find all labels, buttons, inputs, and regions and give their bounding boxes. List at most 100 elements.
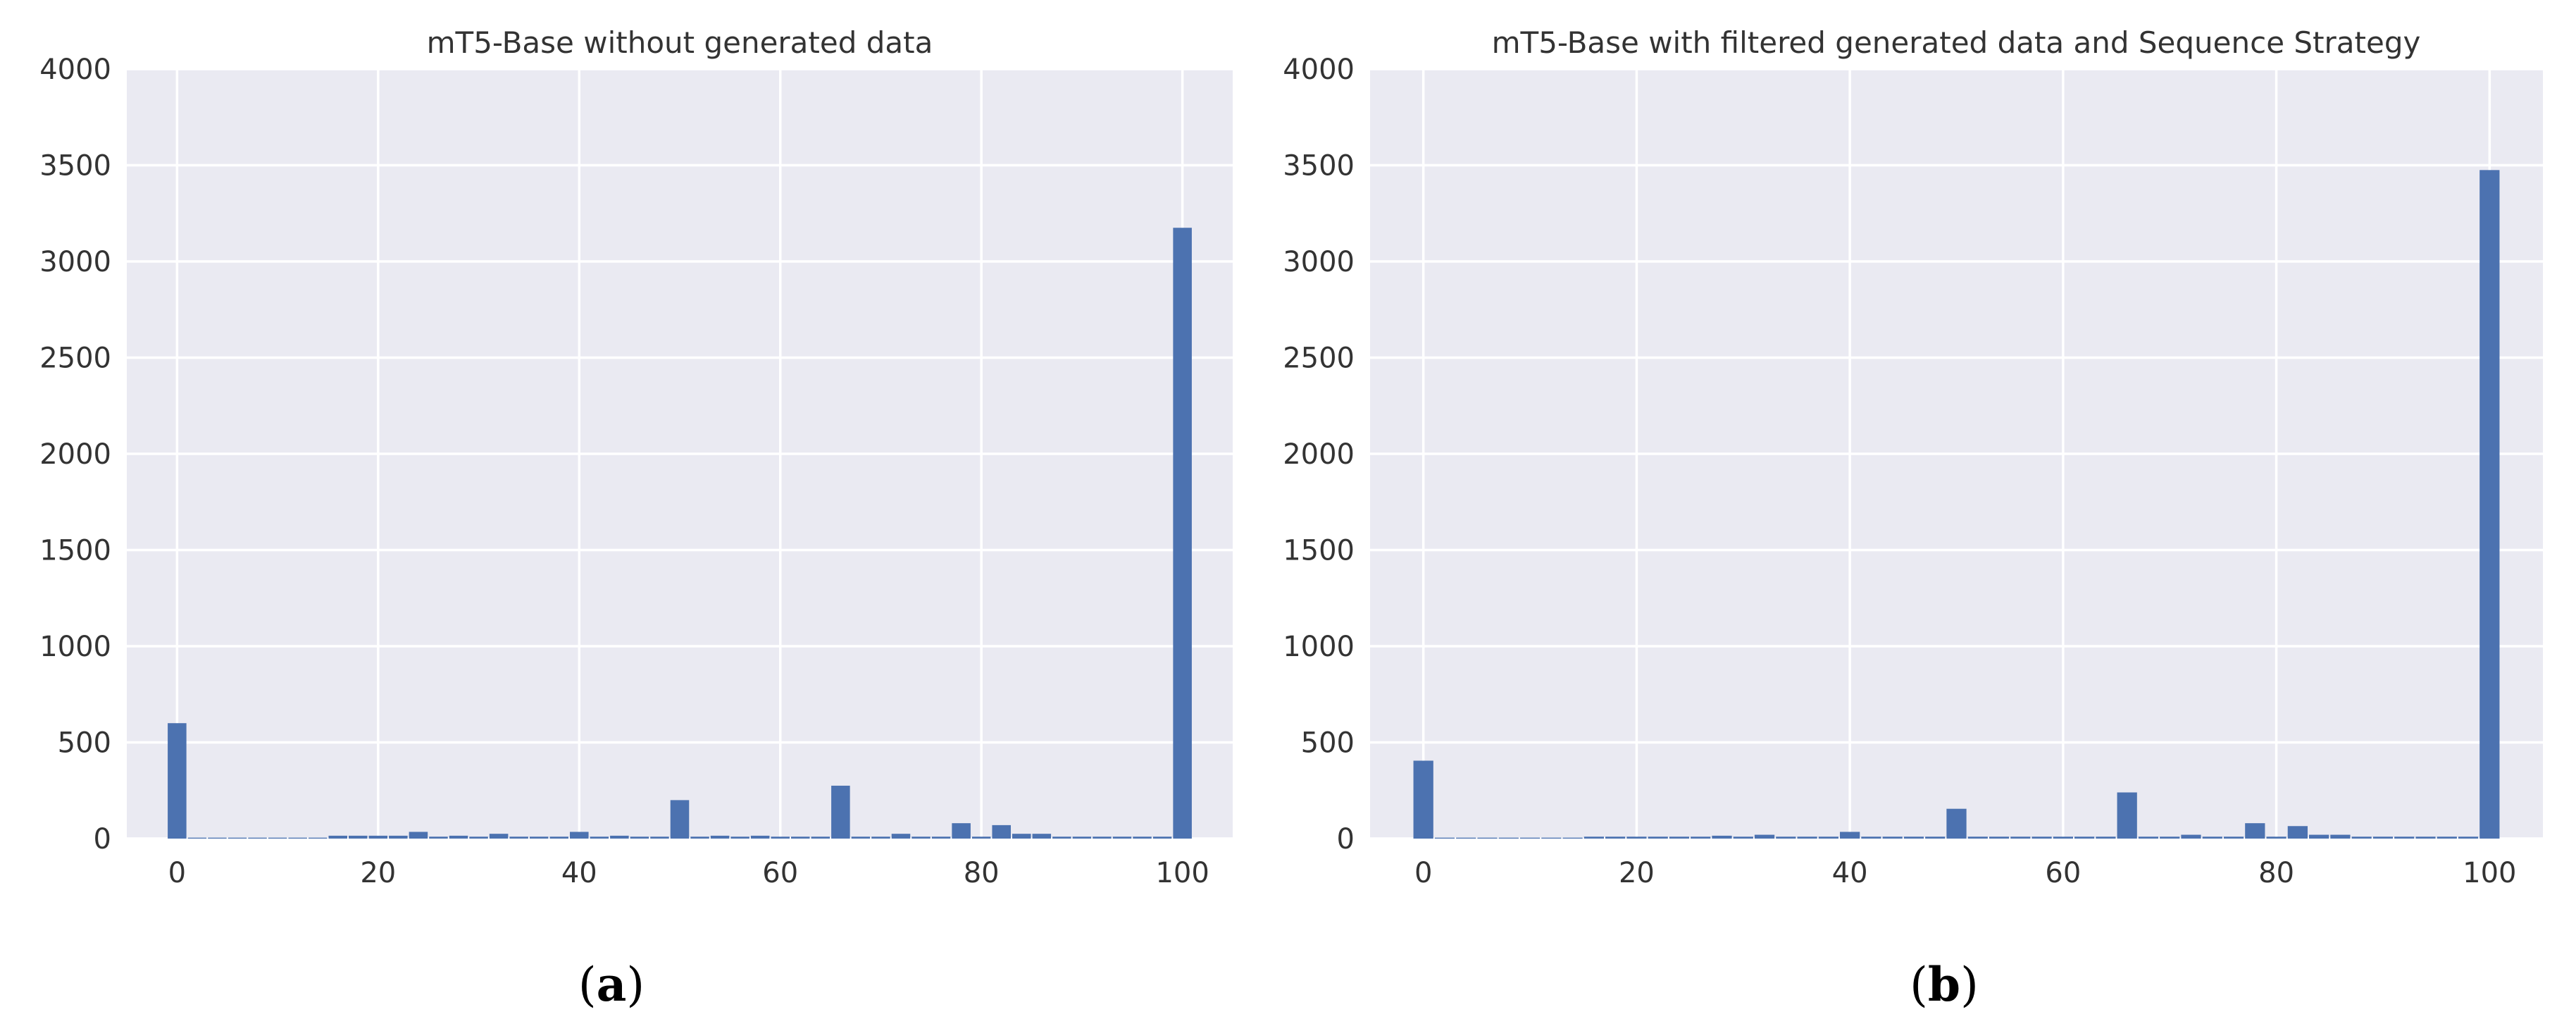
histogram-bar — [1626, 836, 1647, 839]
histogram-bar — [1861, 836, 1881, 839]
histogram-bar — [1712, 835, 1732, 839]
histogram-bar — [871, 836, 890, 839]
histogram-bar — [851, 836, 871, 839]
y-tick-label: 2500 — [39, 342, 111, 375]
x-tick-label: 20 — [360, 857, 396, 889]
x-tick-label: 20 — [1619, 857, 1655, 889]
histogram-bar — [710, 835, 730, 839]
histogram-bar — [1456, 837, 1476, 839]
histogram-bar — [469, 836, 488, 839]
histogram-bar — [2031, 836, 2052, 839]
y-tick-label: 3000 — [39, 246, 111, 278]
y-tick-label: 2000 — [1283, 438, 1355, 471]
histogram-bar — [529, 836, 549, 839]
histogram-bar — [1152, 836, 1172, 839]
histogram-bar — [1925, 836, 1946, 839]
x-tick-label: 80 — [964, 857, 1000, 889]
y-tick-label: 2500 — [1283, 342, 1355, 375]
histogram-bar — [1797, 836, 1817, 839]
histogram-bar — [1754, 834, 1775, 839]
histogram-bar — [228, 837, 247, 839]
chart-panel-b: 0 500 1000 1500 2000 2500 3000 3500 4000 0 20 40 60 8… — [1283, 25, 2543, 1012]
histogram-bar — [1605, 836, 1626, 839]
histogram-bar — [1012, 834, 1031, 839]
histogram-bar — [730, 836, 749, 839]
y-tick-label: 2000 — [39, 438, 111, 471]
histogram-bar — [268, 837, 287, 839]
histogram-bar — [2160, 836, 2180, 839]
histogram-bar — [670, 800, 690, 839]
histogram-bar — [208, 837, 227, 839]
y-tick-label: 1000 — [1283, 631, 1355, 663]
y-tick-label: 500 — [58, 727, 111, 760]
histogram-bar — [1541, 837, 1562, 839]
histogram-bar — [308, 837, 328, 839]
histogram-bar — [1903, 836, 1924, 839]
histogram-bar — [1669, 836, 1690, 839]
y-tick-label: 0 — [1337, 823, 1355, 856]
y-tick-label: 4000 — [39, 54, 111, 86]
histogram-bar — [409, 832, 428, 839]
histogram-bar — [1882, 836, 1903, 839]
y-tick-label: 0 — [94, 823, 111, 856]
histogram-bar — [2096, 836, 2116, 839]
histogram-bar — [771, 836, 790, 839]
histogram-bar — [509, 836, 528, 839]
histogram-bar — [429, 836, 448, 839]
x-tick-label: 60 — [762, 857, 798, 889]
histogram-bar — [1818, 836, 1838, 839]
histogram-bar — [1967, 836, 1988, 839]
panel-caption: (a) — [578, 957, 645, 1012]
histogram-bar — [952, 823, 971, 839]
panel-caption-letter: a — [597, 957, 627, 1012]
histogram-bar — [2223, 836, 2244, 839]
histogram-bar — [1093, 836, 1112, 839]
histogram-bar — [992, 825, 1011, 839]
y-tick-label: 3500 — [1283, 150, 1355, 183]
histogram-bar — [971, 836, 991, 839]
histogram-bar — [2372, 836, 2394, 839]
x-tick-label: 40 — [561, 857, 597, 889]
histogram-bar — [2117, 792, 2137, 839]
histogram-bar — [1133, 836, 1152, 839]
x-tick-label: 40 — [1832, 857, 1868, 889]
histogram-bar — [1583, 836, 1604, 839]
histogram-bar — [549, 836, 568, 839]
y-tick-label: 3500 — [39, 150, 111, 183]
histogram-bar — [690, 836, 709, 839]
histogram-bar — [2266, 836, 2286, 839]
histogram-bar — [187, 837, 207, 839]
histogram-bar — [2202, 836, 2222, 839]
histogram-bar — [1989, 836, 2010, 839]
histogram-bar — [911, 836, 931, 839]
histogram-bar — [1498, 837, 1519, 839]
histogram-bar — [630, 836, 649, 839]
histogram-bar — [449, 835, 468, 839]
histogram-bar — [1776, 836, 1796, 839]
histogram-bar — [2010, 836, 2031, 839]
histogram-bar — [1648, 836, 1668, 839]
histogram-bar — [1562, 837, 1583, 839]
histogram-bar — [1691, 836, 1711, 839]
histogram-bar — [831, 785, 850, 839]
histogram-bar — [931, 836, 951, 839]
chart-title: mT5-Base with filtered generated data an… — [1492, 25, 2421, 60]
histogram-bar — [1112, 836, 1132, 839]
chart-title: mT5-Base without generated data — [427, 25, 933, 60]
histogram-bar — [2415, 836, 2436, 839]
x-tick-label: 60 — [2045, 857, 2081, 889]
x-tick-label: 0 — [168, 857, 186, 889]
histogram-bar — [1434, 837, 1455, 839]
panel-caption: (b) — [1910, 957, 1979, 1012]
histogram-bar — [288, 837, 307, 839]
histogram-bar — [349, 835, 368, 839]
histogram-bar — [489, 834, 509, 839]
histogram-bar — [2287, 826, 2308, 839]
x-tick-label: 100 — [1155, 857, 1209, 889]
histogram-bar — [168, 723, 187, 839]
histogram-bar — [389, 835, 408, 839]
chart-panel-a: 0 500 1000 1500 2000 2500 3000 3500 4000 0 20 40 60 8… — [39, 25, 1233, 1012]
histogram-bar — [1733, 836, 1753, 839]
histogram-bar — [791, 836, 810, 839]
